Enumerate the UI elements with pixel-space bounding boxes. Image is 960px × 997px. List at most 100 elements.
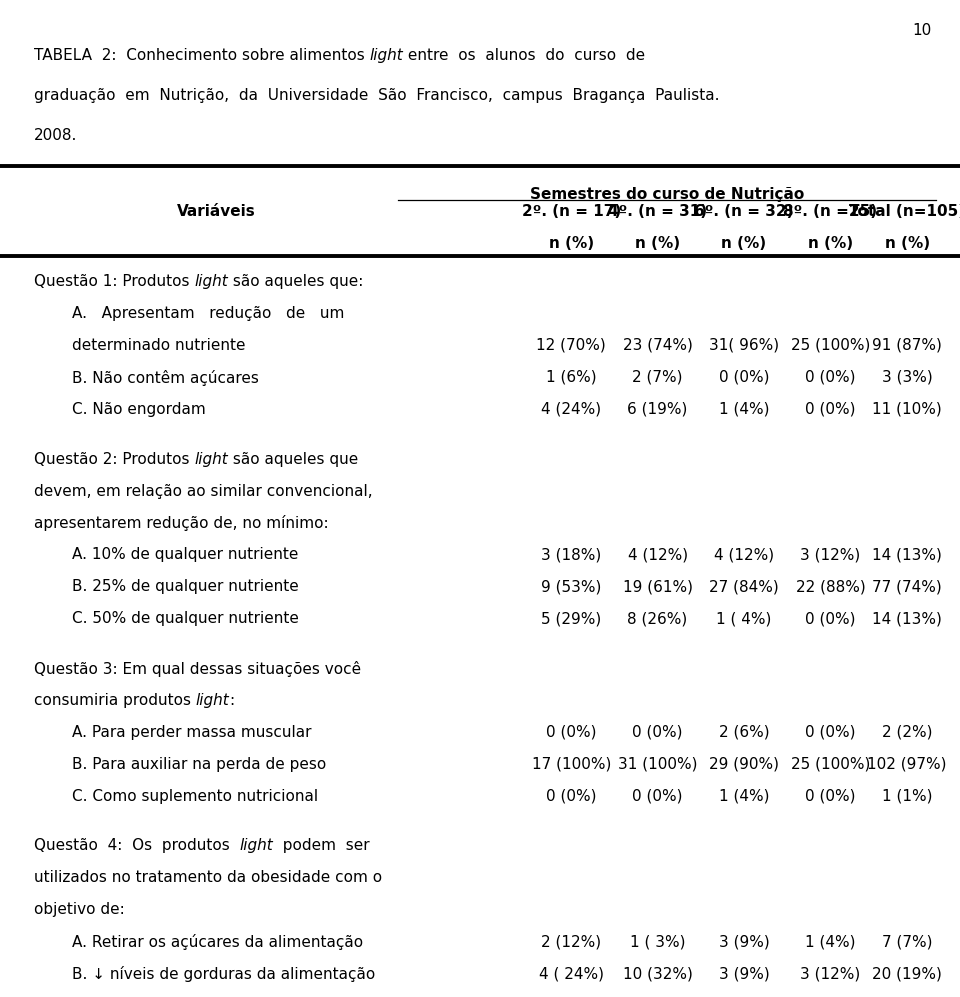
Text: 0 (0%): 0 (0%) [805, 725, 855, 740]
Text: C. Como suplemento nutricional: C. Como suplemento nutricional [72, 789, 318, 804]
Text: 77 (74%): 77 (74%) [873, 579, 942, 594]
Text: 4 (24%): 4 (24%) [541, 402, 601, 417]
Text: n (%): n (%) [548, 236, 594, 251]
Text: Semestres do curso de Nutrição: Semestres do curso de Nutrição [530, 187, 804, 202]
Text: determinado nutriente: determinado nutriente [72, 338, 246, 353]
Text: são aqueles que:: são aqueles que: [228, 274, 363, 289]
Text: Questão 1: Produtos: Questão 1: Produtos [34, 274, 194, 289]
Text: 14 (13%): 14 (13%) [873, 547, 942, 562]
Text: 4 (12%): 4 (12%) [714, 547, 774, 562]
Text: 1 (4%): 1 (4%) [719, 402, 769, 417]
Text: Questão  4:  Os  produtos: Questão 4: Os produtos [34, 838, 239, 853]
Text: light: light [239, 838, 273, 853]
Text: 0 (0%): 0 (0%) [805, 611, 855, 626]
Text: 22 (88%): 22 (88%) [796, 579, 865, 594]
Text: 0 (0%): 0 (0%) [633, 789, 683, 804]
Text: 29 (90%): 29 (90%) [709, 757, 779, 772]
Text: n (%): n (%) [884, 236, 930, 251]
Text: podem  ser: podem ser [273, 838, 370, 853]
Text: 3 (9%): 3 (9%) [719, 966, 769, 981]
Text: A. Para perder massa muscular: A. Para perder massa muscular [72, 725, 311, 740]
Text: Questão 3: Em qual dessas situações você: Questão 3: Em qual dessas situações você [34, 661, 361, 677]
Text: n (%): n (%) [807, 236, 853, 251]
Text: :: : [229, 693, 234, 708]
Text: 102 (97%): 102 (97%) [868, 757, 947, 772]
Text: 91 (87%): 91 (87%) [873, 338, 942, 353]
Text: 25 (100%): 25 (100%) [791, 338, 870, 353]
Text: 17 (100%): 17 (100%) [532, 757, 611, 772]
Text: 25 (100%): 25 (100%) [791, 757, 870, 772]
Text: 6 (19%): 6 (19%) [628, 402, 687, 417]
Text: C. 50% de qualquer nutriente: C. 50% de qualquer nutriente [72, 611, 299, 626]
Text: 3 (9%): 3 (9%) [719, 934, 769, 949]
Text: 4 ( 24%): 4 ( 24%) [539, 966, 604, 981]
Text: 10 (32%): 10 (32%) [623, 966, 692, 981]
Text: apresentarem redução de, no mínimo:: apresentarem redução de, no mínimo: [34, 515, 328, 531]
Text: 6º. (n = 32): 6º. (n = 32) [694, 204, 794, 219]
Text: light: light [194, 274, 228, 289]
Text: n (%): n (%) [635, 236, 681, 251]
Text: 2008.: 2008. [34, 128, 77, 143]
Text: 11 (10%): 11 (10%) [873, 402, 942, 417]
Text: 0 (0%): 0 (0%) [546, 725, 596, 740]
Text: Questão 2: Produtos: Questão 2: Produtos [34, 452, 194, 467]
Text: graduação  em  Nutrição,  da  Universidade  São  Francisco,  campus  Bragança  P: graduação em Nutrição, da Universidade S… [34, 88, 719, 103]
Text: A.   Apresentam   redução   de   um: A. Apresentam redução de um [72, 306, 345, 321]
Text: Total (n=105): Total (n=105) [850, 204, 960, 219]
Text: 31 (100%): 31 (100%) [618, 757, 697, 772]
Text: consumiria produtos: consumiria produtos [34, 693, 196, 708]
Text: 1 ( 3%): 1 ( 3%) [630, 934, 685, 949]
Text: 0 (0%): 0 (0%) [719, 370, 769, 385]
Text: light: light [370, 48, 403, 63]
Text: B. Para auxiliar na perda de peso: B. Para auxiliar na perda de peso [72, 757, 326, 772]
Text: 5 (29%): 5 (29%) [541, 611, 601, 626]
Text: objetivo de:: objetivo de: [34, 902, 125, 917]
Text: 14 (13%): 14 (13%) [873, 611, 942, 626]
Text: 3 (3%): 3 (3%) [882, 370, 932, 385]
Text: A. Retirar os açúcares da alimentação: A. Retirar os açúcares da alimentação [72, 934, 363, 950]
Text: 0 (0%): 0 (0%) [805, 402, 855, 417]
Text: 1 (4%): 1 (4%) [719, 789, 769, 804]
Text: 1 (6%): 1 (6%) [546, 370, 596, 385]
Text: TABELA  2:  Conhecimento sobre alimentos: TABELA 2: Conhecimento sobre alimentos [34, 48, 370, 63]
Text: 3 (12%): 3 (12%) [801, 547, 860, 562]
Text: C. Não engordam: C. Não engordam [72, 402, 205, 417]
Text: light: light [196, 693, 229, 708]
Text: 0 (0%): 0 (0%) [805, 370, 855, 385]
Text: devem, em relação ao similar convencional,: devem, em relação ao similar convenciona… [34, 484, 372, 498]
Text: 2º. (n = 17): 2º. (n = 17) [521, 204, 621, 219]
Text: 9 (53%): 9 (53%) [541, 579, 601, 594]
Text: 27 (84%): 27 (84%) [709, 579, 779, 594]
Text: n (%): n (%) [721, 236, 767, 251]
Text: 19 (61%): 19 (61%) [623, 579, 692, 594]
Text: 20 (19%): 20 (19%) [873, 966, 942, 981]
Text: 4º. (n = 31): 4º. (n = 31) [608, 204, 708, 219]
Text: 2 (7%): 2 (7%) [633, 370, 683, 385]
Text: 7 (7%): 7 (7%) [882, 934, 932, 949]
Text: 0 (0%): 0 (0%) [633, 725, 683, 740]
Text: 8º. (n =25): 8º. (n =25) [783, 204, 877, 219]
Text: A. 10% de qualquer nutriente: A. 10% de qualquer nutriente [72, 547, 299, 562]
Text: 4 (12%): 4 (12%) [628, 547, 687, 562]
Text: 1 (1%): 1 (1%) [882, 789, 932, 804]
Text: 0 (0%): 0 (0%) [546, 789, 596, 804]
Text: 12 (70%): 12 (70%) [537, 338, 606, 353]
Text: B. Não contêm açúcares: B. Não contêm açúcares [72, 370, 259, 386]
Text: utilizados no tratamento da obesidade com o: utilizados no tratamento da obesidade co… [34, 870, 382, 885]
Text: B. ↓ níveis de gorduras da alimentação: B. ↓ níveis de gorduras da alimentação [72, 966, 375, 982]
Text: 23 (74%): 23 (74%) [623, 338, 692, 353]
Text: 31( 96%): 31( 96%) [708, 338, 780, 353]
Text: entre  os  alunos  do  curso  de: entre os alunos do curso de [403, 48, 645, 63]
Text: 0 (0%): 0 (0%) [805, 789, 855, 804]
Text: 2 (12%): 2 (12%) [541, 934, 601, 949]
Text: 10: 10 [912, 23, 931, 38]
Text: 3 (12%): 3 (12%) [801, 966, 860, 981]
Text: 2 (2%): 2 (2%) [882, 725, 932, 740]
Text: 1 ( 4%): 1 ( 4%) [716, 611, 772, 626]
Text: 8 (26%): 8 (26%) [628, 611, 687, 626]
Text: 1 (4%): 1 (4%) [805, 934, 855, 949]
Text: 3 (18%): 3 (18%) [541, 547, 601, 562]
Text: são aqueles que: são aqueles que [228, 452, 358, 467]
Text: light: light [194, 452, 228, 467]
Text: B. 25% de qualquer nutriente: B. 25% de qualquer nutriente [72, 579, 299, 594]
